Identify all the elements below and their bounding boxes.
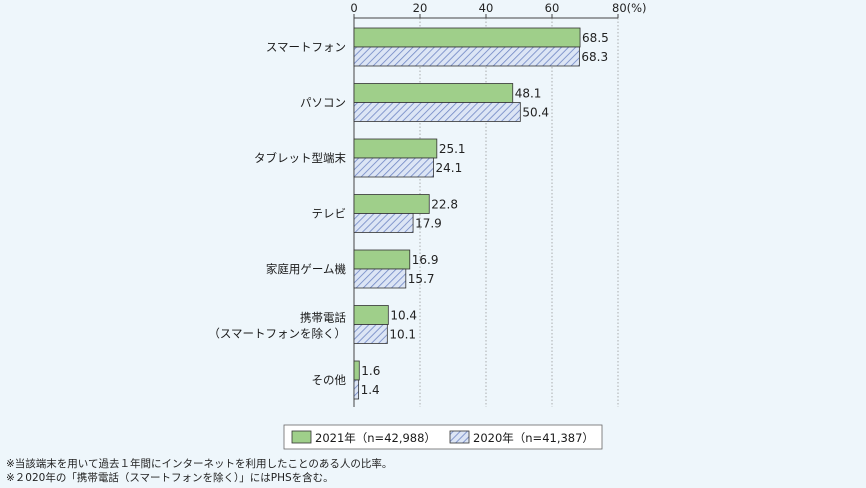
legend-box [283, 424, 603, 450]
legend-swatch [291, 430, 312, 444]
labels: 0 20 40 60 80(%) 68.5 68.3 スマートフォン 48.1 50.4 パソコン 2… [208, 1, 646, 397]
bar-2021 [353, 194, 430, 214]
data-label: 48.1 [515, 87, 542, 101]
category-label: パソコン [300, 96, 346, 110]
bars [353, 27, 581, 400]
legend-label: 2020年（n=41,387） [473, 431, 594, 445]
category-label: スマートフォン [266, 40, 346, 54]
category-label: 携帯電話 （スマートフォンを除く） [208, 311, 346, 341]
bar-2020 [353, 157, 434, 178]
bar-2020 [353, 46, 580, 67]
category-label-line: （スマートフォンを除く） [208, 327, 346, 341]
footnote-2: ※２020年の「携帯電話（スマートフォンを除く）」にはPHSを含む。 [6, 472, 334, 484]
data-label: 25.1 [439, 142, 466, 156]
x-tick-label: 80(%) [612, 1, 647, 15]
bar-2020 [353, 102, 521, 122]
category-label: その他 [312, 373, 347, 387]
legend-swatch [449, 430, 470, 444]
legend: 2021年（n=42,988） 2020年（n=41,387） [283, 424, 603, 450]
data-label: 15.7 [408, 272, 435, 286]
category-label-line: スマートフォン [266, 40, 346, 54]
x-tick-label: 60 [545, 1, 560, 15]
footnotes: ※当該端末を用いて過去１年間にインターネットを利用したことのある人の比率。 ※２… [6, 457, 392, 485]
bar-2020 [353, 324, 388, 344]
x-tick-label: 0 [350, 1, 357, 15]
x-tick-label: 40 [479, 1, 494, 15]
bar-2020 [353, 213, 414, 233]
category-label: テレビ [312, 207, 347, 221]
data-label: 50.4 [522, 106, 549, 120]
bar-2020 [353, 268, 407, 289]
category-label: 家庭用ゲーム機 [266, 262, 347, 276]
category-label: タブレット型端末 [254, 151, 346, 165]
category-label-line: 携帯電話 [300, 311, 346, 325]
data-label: 17.9 [415, 217, 442, 231]
data-label: 10.4 [390, 309, 417, 323]
data-label: 22.8 [431, 198, 458, 212]
legend-label: 2021年（n=42,988） [315, 431, 436, 445]
data-label: 1.4 [361, 383, 380, 397]
footnote-1: ※当該端末を用いて過去１年間にインターネットを利用したことのある人の比率。 [6, 458, 393, 470]
bar-2021 [353, 360, 360, 381]
category-label-line: タブレット型端末 [254, 151, 346, 165]
grid-lines [419, 18, 619, 407]
data-label: 10.1 [389, 328, 416, 342]
bar-2021 [353, 83, 514, 103]
data-label: 24.1 [436, 161, 463, 175]
bar-2021 [353, 249, 411, 270]
data-label: 68.5 [582, 31, 609, 45]
x-tick-label: 20 [413, 1, 428, 15]
data-label: 68.3 [581, 50, 608, 64]
bar-2020 [353, 379, 360, 400]
bar-2021 [353, 305, 389, 325]
category-label-line: パソコン [300, 96, 346, 110]
bar-2021 [353, 138, 438, 159]
category-label-line: テレビ [312, 207, 347, 221]
category-label-line: 家庭用ゲーム機 [266, 262, 347, 276]
data-label: 1.6 [361, 364, 380, 378]
data-label: 16.9 [412, 253, 439, 267]
bar-2021 [353, 27, 581, 48]
category-label-line: その他 [312, 373, 347, 387]
